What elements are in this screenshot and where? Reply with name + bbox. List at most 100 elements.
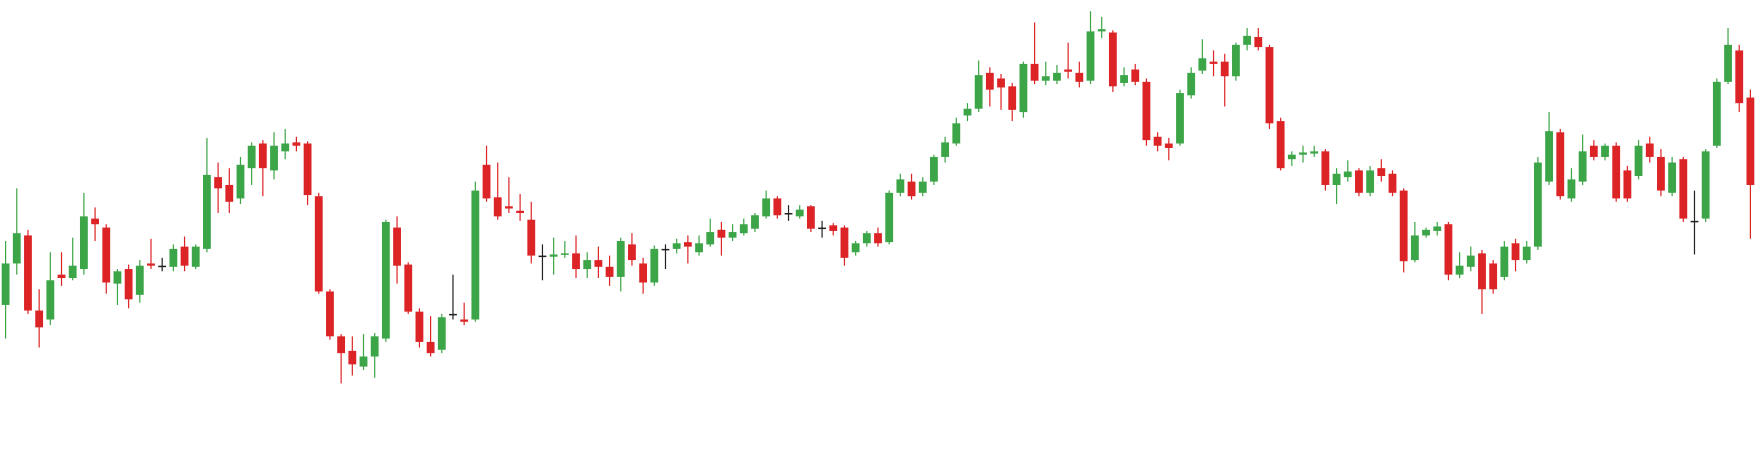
candle-body bbox=[1679, 159, 1688, 219]
candle-body bbox=[963, 108, 972, 116]
candle-body bbox=[806, 206, 815, 229]
candle-body bbox=[896, 179, 905, 193]
candle-body bbox=[1668, 162, 1677, 193]
candle-body bbox=[683, 242, 692, 247]
candle-body bbox=[1086, 31, 1095, 81]
candle-body bbox=[393, 227, 401, 266]
candle-body bbox=[985, 72, 994, 90]
candle-body bbox=[203, 174, 211, 249]
candle-body bbox=[135, 265, 144, 295]
candle-body bbox=[493, 197, 502, 217]
candle-body bbox=[258, 143, 267, 169]
candle-body bbox=[672, 243, 681, 249]
candle-body bbox=[1120, 75, 1128, 83]
candle-body bbox=[974, 75, 983, 109]
candle-body bbox=[717, 229, 726, 238]
candle-body bbox=[24, 235, 32, 311]
candle-body bbox=[1209, 61, 1218, 64]
candle-body bbox=[1097, 29, 1106, 32]
candle-body bbox=[1589, 145, 1598, 157]
candle-body bbox=[1377, 168, 1386, 177]
candle-body bbox=[180, 246, 189, 266]
candle-body bbox=[1489, 263, 1498, 290]
candle-body bbox=[504, 206, 513, 209]
candle-body bbox=[560, 253, 569, 255]
candle-body bbox=[829, 225, 838, 231]
candle-body bbox=[314, 196, 323, 292]
candle-body bbox=[1243, 35, 1252, 45]
candle-body bbox=[1545, 131, 1553, 182]
candle-body bbox=[1355, 170, 1363, 193]
candle-body bbox=[907, 181, 916, 197]
candle-body bbox=[1556, 132, 1565, 197]
candle-body bbox=[862, 233, 871, 244]
candle-body bbox=[1567, 179, 1576, 199]
candle-body bbox=[1433, 226, 1442, 231]
candle-body bbox=[1388, 173, 1397, 193]
candle-body bbox=[1041, 76, 1050, 81]
candle-body bbox=[57, 274, 66, 279]
candle-body bbox=[1321, 151, 1330, 185]
candle-body bbox=[1142, 81, 1151, 141]
candle-body bbox=[594, 260, 603, 267]
candle-body bbox=[46, 280, 55, 320]
candle-body bbox=[1422, 229, 1430, 236]
candle-body bbox=[628, 244, 636, 261]
candle-body bbox=[437, 317, 446, 350]
candle-body bbox=[482, 164, 491, 199]
candle-body bbox=[527, 219, 536, 256]
candle-body bbox=[1, 263, 10, 305]
candle-body bbox=[1053, 72, 1061, 81]
candle-body bbox=[583, 260, 592, 270]
candle-body bbox=[1176, 93, 1184, 144]
candle-body bbox=[1601, 145, 1609, 157]
candle-body bbox=[616, 241, 625, 277]
candle-body bbox=[572, 253, 580, 270]
candle-body bbox=[1478, 253, 1486, 290]
candle-body bbox=[840, 227, 849, 258]
candle-body bbox=[1220, 61, 1229, 77]
candle-body bbox=[147, 263, 155, 266]
candle-body bbox=[12, 233, 21, 264]
candle-body bbox=[359, 356, 368, 367]
candle-body bbox=[1612, 145, 1621, 199]
candle-body bbox=[113, 271, 122, 284]
candle-body bbox=[851, 243, 860, 253]
candle-body bbox=[370, 336, 379, 357]
candle-body bbox=[1623, 170, 1632, 199]
candle-body bbox=[639, 263, 648, 283]
candle-body bbox=[281, 143, 290, 152]
candle-body bbox=[214, 177, 223, 189]
candle-body bbox=[1399, 190, 1408, 262]
candle-body bbox=[695, 243, 703, 253]
candle-body bbox=[997, 78, 1005, 88]
candle-body bbox=[605, 266, 614, 277]
candle-body bbox=[1030, 63, 1039, 81]
candle-body bbox=[762, 198, 771, 217]
candle-body bbox=[1690, 220, 1699, 223]
candle-body bbox=[1075, 72, 1084, 82]
candle-body bbox=[1657, 156, 1665, 191]
candle-body bbox=[471, 190, 480, 320]
candle-body bbox=[739, 224, 748, 234]
candle-body bbox=[270, 145, 278, 171]
candle-body bbox=[1466, 255, 1475, 267]
candle-body bbox=[1008, 86, 1017, 110]
candle-body bbox=[1108, 32, 1117, 87]
candle-body bbox=[1746, 97, 1755, 185]
candle-body bbox=[191, 246, 200, 267]
candle-body bbox=[952, 123, 961, 144]
candle-body bbox=[326, 291, 334, 337]
candle-body bbox=[1254, 36, 1263, 48]
candle-body bbox=[1276, 121, 1285, 169]
candle-body bbox=[706, 232, 715, 245]
candle-body bbox=[68, 265, 77, 279]
candle-body bbox=[795, 209, 804, 217]
candle-body bbox=[773, 198, 782, 216]
candle-body bbox=[1153, 136, 1162, 146]
candle-body bbox=[650, 248, 659, 283]
candle-body bbox=[941, 142, 950, 157]
candle-body bbox=[1164, 143, 1173, 148]
